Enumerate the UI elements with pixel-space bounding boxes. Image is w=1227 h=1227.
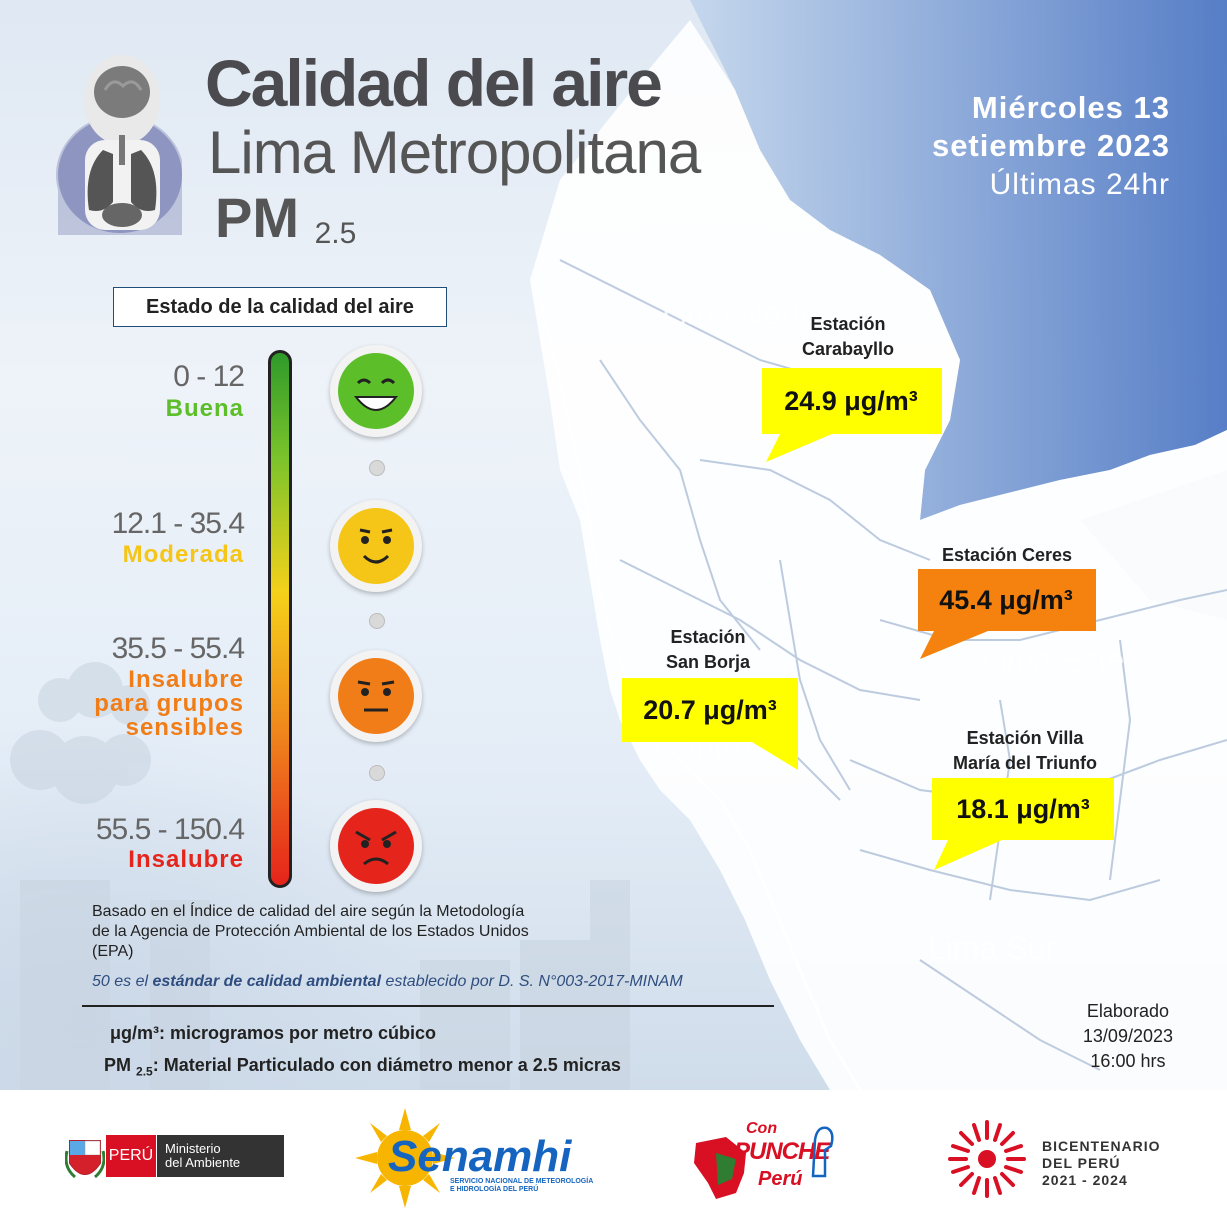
range-moderada: 12.1 - 35.4 (111, 507, 245, 540)
senamhi-name: Senamhi (388, 1132, 572, 1181)
callout-pointer (932, 778, 1114, 870)
elaborado-info: Elaborado 13/09/2023 16:00 hrs (1082, 1001, 1173, 1071)
scale-dot (369, 460, 385, 476)
bicentenario-logo-icon (948, 1120, 1026, 1198)
callout-pointer (762, 368, 942, 462)
label-insalubre-sensibles: Insalubre para grupos sensibles (94, 666, 244, 741)
station-name-san-borja: Estación San Borja (665, 627, 751, 672)
peru-coat-of-arms-icon (65, 1140, 105, 1179)
lungs-brain-icon (55, 55, 183, 235)
neutral-face-icon (330, 650, 422, 742)
time-window: Últimas 24hr (989, 168, 1170, 201)
angry-face-icon (330, 800, 422, 892)
scale-dot (369, 613, 385, 629)
happy-face-icon (330, 345, 422, 437)
punche-peru: Perú (758, 1168, 803, 1190)
definition-pm25: PM 2.5: Material Particulado con diámetr… (104, 1055, 621, 1079)
senamhi-subtitle: SERVICIO NACIONAL DE METEOROLOGÍA E HIDRO… (450, 1178, 594, 1193)
range-insalubre: 55.5 - 150.4 (95, 813, 245, 846)
methodology-note: Basado en el Índice de calidad del aire … (92, 903, 529, 960)
station-value-ceres: 45.4 μg/m³ (939, 584, 1073, 615)
divider (82, 1005, 774, 1007)
station-name-carabayllo: Estación Carabayllo (801, 314, 895, 359)
range-insalubre-sensibles: 35.5 - 55.4 (111, 632, 245, 665)
callout-pointer (918, 569, 1096, 659)
quality-scale-bar (268, 350, 292, 888)
footer-logos: PERÚ Ministerio del Ambiente Senamhi SERV… (0, 1090, 1227, 1227)
label-insalubre: Insalubre (128, 846, 244, 873)
title-calidad-del-aire: Calidad del aire (205, 46, 663, 120)
peru-map-icon (694, 1137, 746, 1199)
legend-title: Estado de la calidad del aire (113, 287, 447, 327)
station-name-ceres: Estación Ceres (941, 545, 1073, 565)
zone-label-lima-este: Lima Este (982, 642, 1125, 678)
zone-label-lima-norte: Lima Norte (662, 295, 819, 331)
minam-country: PERÚ (106, 1135, 156, 1177)
title-pm25: PM 2.5 (215, 186, 357, 250)
senamhi-sun-icon (355, 1108, 455, 1208)
scale-dot (369, 765, 385, 781)
label-moderada: Moderada (122, 541, 244, 568)
station-value-villa-maria: 18.1 μg/m³ (956, 793, 1090, 824)
zone-label-lima-sur: Lima Sur (928, 930, 1057, 966)
title-lima-metropolitana: Lima Metropolitana (208, 119, 701, 186)
smile-face-icon (330, 500, 422, 592)
bicentenario-text: BICENTENARIO DEL PERÚ 2021 - 2024 (1042, 1138, 1161, 1188)
station-value-san-borja: 20.7 μg/m³ (643, 694, 777, 725)
label-buena: Buena (165, 395, 244, 422)
callout-pointer (622, 678, 798, 770)
range-buena: 0 - 12 (173, 360, 245, 393)
infographic: Lima Norte Lima Este Centro Lima Sur Cal… (0, 0, 1227, 1090)
flexed-arm-icon (811, 1126, 834, 1178)
standard-note: 50 es el estándar de calidad ambiental e… (92, 973, 683, 990)
date-month-year: setiembre 2023 (931, 128, 1170, 163)
minam-name: Ministerio del Ambiente (157, 1135, 284, 1177)
station-value-carabayllo: 24.9 μg/m³ (784, 385, 918, 416)
date-weekday: Miércoles 13 (971, 90, 1170, 125)
punche-con: Con (746, 1120, 778, 1137)
definition-ugm3: μg/m³: microgramos por metro cúbico (110, 1023, 437, 1043)
station-name-villa-maria-del-triunfo: Estación Villa María del Triunfo (952, 728, 1098, 773)
